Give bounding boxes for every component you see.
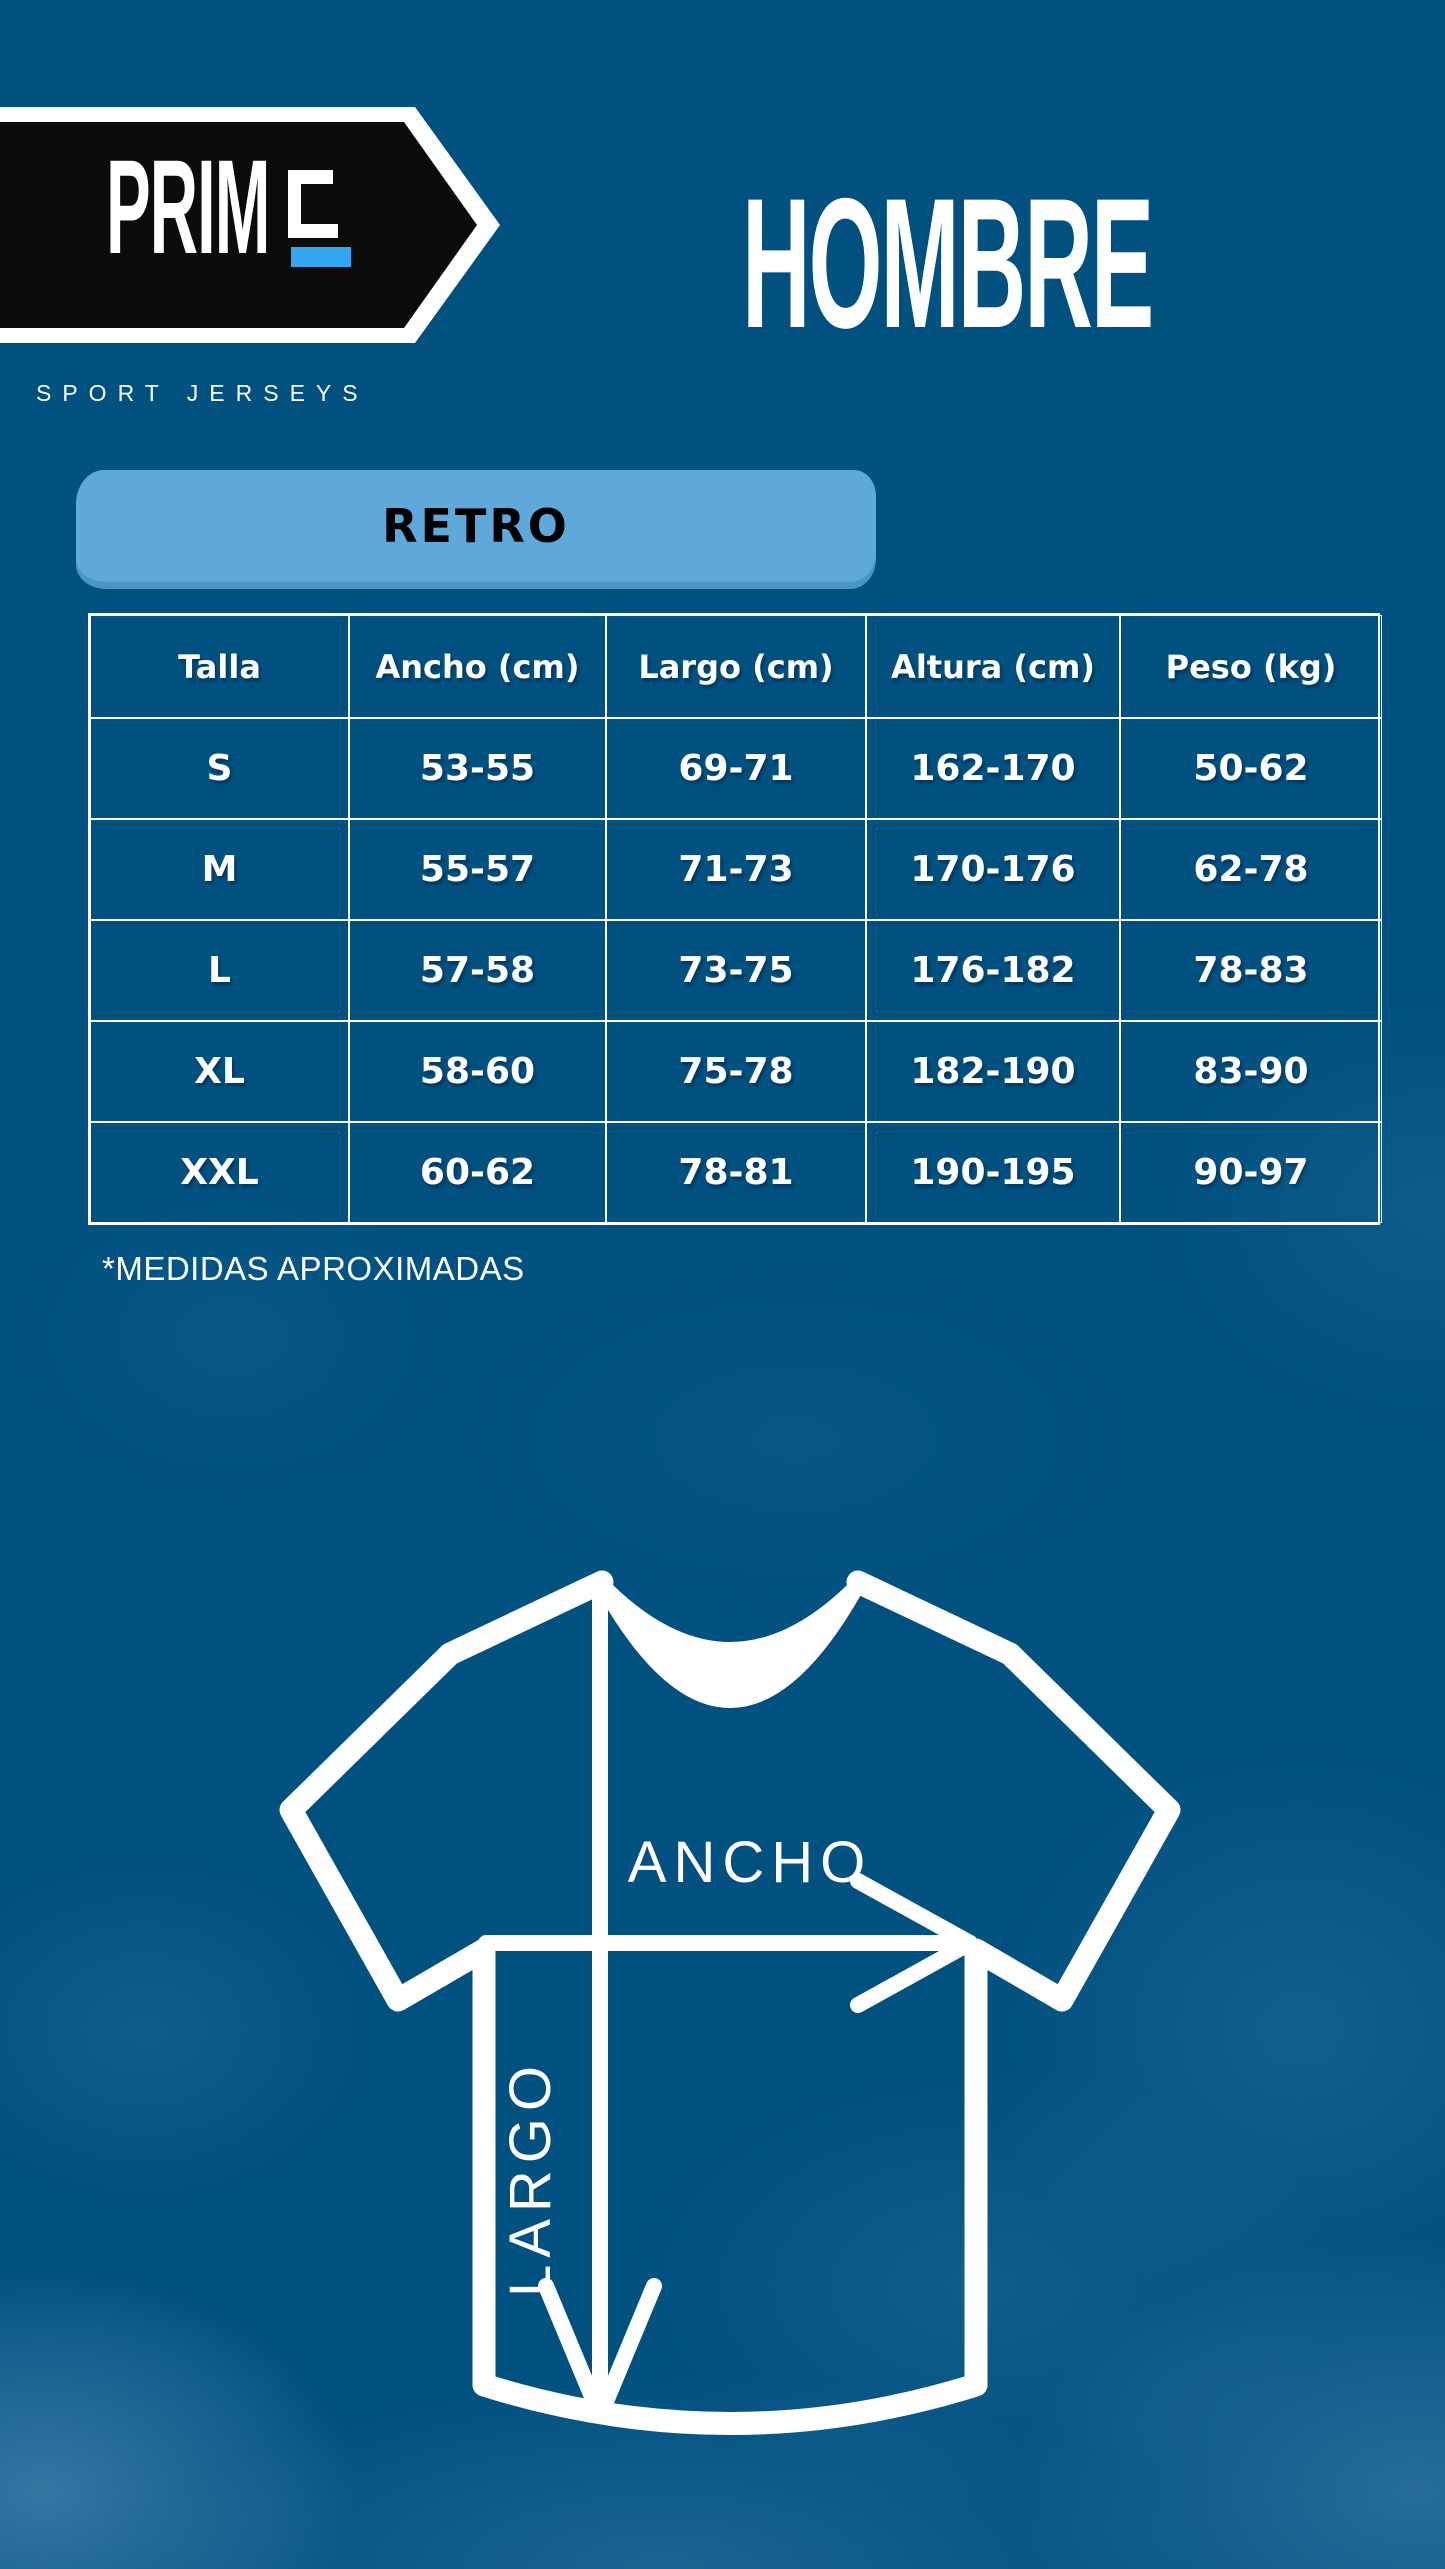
page-title: HOMBRE <box>742 161 1154 368</box>
ancho-arrow <box>478 1873 978 2013</box>
size-l-altura: 176-182 <box>866 920 1120 1021</box>
size-xxl-talla: XXL <box>90 1122 349 1223</box>
logo-e-top-bar <box>288 170 333 184</box>
size-l-ancho: 57-58 <box>349 920 606 1021</box>
column-header-peso: Peso (kg) <box>1120 615 1382 718</box>
size-l-talla: L <box>90 920 349 1021</box>
ancho-label: ANCHO <box>628 1830 872 1895</box>
column-header-ancho: Ancho (cm) <box>349 615 606 718</box>
size-xl-altura: 182-190 <box>866 1021 1120 1122</box>
column-header-altura: Altura (cm) <box>866 615 1120 718</box>
size-s-altura: 162-170 <box>866 718 1120 819</box>
size-s-largo: 69-71 <box>606 718 866 819</box>
size-l-peso: 78-83 <box>1120 920 1382 1021</box>
size-xxl-peso: 90-97 <box>1120 1122 1382 1223</box>
tshirt-outline-icon: ANCHO LARGO <box>279 1570 1181 2435</box>
size-xl-peso: 83-90 <box>1120 1021 1382 1122</box>
size-s-ancho: 53-55 <box>349 718 606 819</box>
category-badge-label: RETRO <box>382 499 570 553</box>
size-xxl-ancho: 60-62 <box>349 1122 606 1223</box>
size-table: Talla Ancho (cm) Largo (cm) Altura (cm) … <box>88 613 1382 1225</box>
size-xl-talla: XL <box>90 1021 349 1122</box>
tshirt-measurement-diagram: ANCHO LARGO <box>150 1530 1310 2450</box>
banner-arrow-shape <box>0 107 500 343</box>
largo-label: LARGO <box>498 2059 563 2297</box>
measurements-footnote: *MEDIDAS APROXIMADAS <box>102 1250 525 1287</box>
size-m-altura: 170-176 <box>866 819 1120 920</box>
size-s-talla: S <box>90 718 349 819</box>
brand-tagline: SPORT JERSEYS <box>36 380 369 406</box>
size-m-peso: 62-78 <box>1120 819 1382 920</box>
logo-letter-e-stylized <box>288 170 338 238</box>
column-header-talla: Talla <box>90 615 349 718</box>
size-xxl-altura: 190-195 <box>866 1122 1120 1223</box>
size-xxl-largo: 78-81 <box>606 1122 866 1223</box>
size-m-talla: M <box>90 819 349 920</box>
size-xl-largo: 75-78 <box>606 1021 866 1122</box>
size-l-largo: 73-75 <box>606 920 866 1021</box>
largo-arrow <box>538 1584 662 2424</box>
category-badge: RETRO <box>76 470 876 582</box>
logo-e-stem <box>288 170 301 238</box>
brand-banner: PRIM SPORT JERSEYS <box>0 107 500 406</box>
column-header-largo: Largo (cm) <box>606 615 866 718</box>
logo-accent-bar <box>291 247 351 267</box>
logo-e-mid-bar <box>288 224 338 238</box>
size-m-largo: 71-73 <box>606 819 866 920</box>
size-m-ancho: 55-57 <box>349 819 606 920</box>
size-s-peso: 50-62 <box>1120 718 1382 819</box>
brand-name-prefix: PRIM <box>106 133 270 283</box>
size-xl-ancho: 58-60 <box>349 1021 606 1122</box>
